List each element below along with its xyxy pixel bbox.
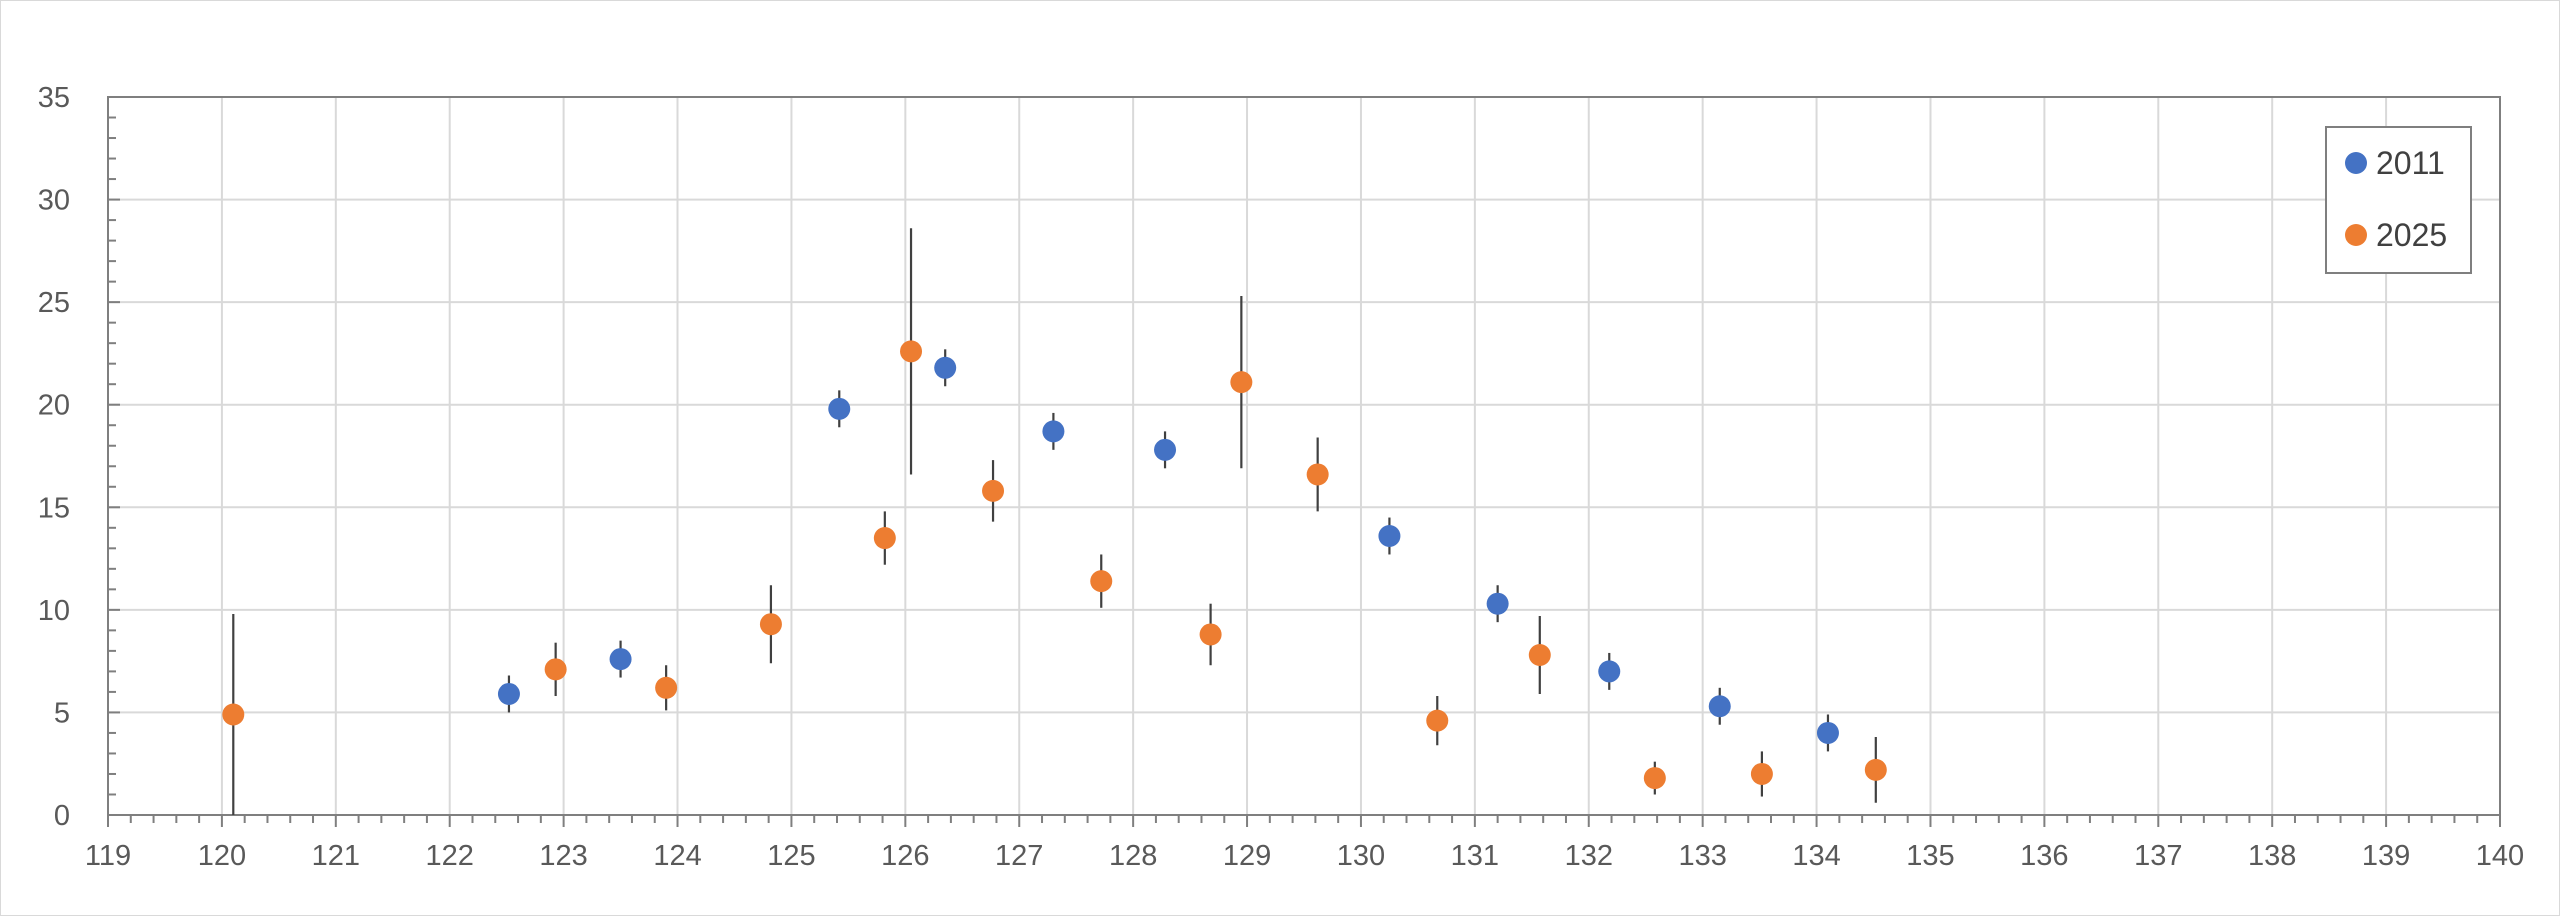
data-point: [1598, 660, 1621, 683]
data-point: [1042, 420, 1065, 443]
x-tick-label: 132: [1565, 840, 1613, 872]
y-tick-label: 0: [54, 800, 70, 832]
data-point: [1378, 525, 1401, 548]
data-point: [1528, 643, 1551, 666]
legend-marker: [2345, 224, 2367, 246]
x-tick-label: 122: [426, 840, 474, 872]
x-tick-label: 120: [198, 840, 246, 872]
legend-label: 2011: [2376, 145, 2445, 181]
x-tick-label: 140: [2476, 840, 2524, 872]
data-point: [1708, 695, 1731, 718]
data-point: [828, 397, 851, 420]
x-tick-label: 127: [995, 840, 1043, 872]
y-tick-label: 20: [38, 390, 70, 422]
x-tick-label: 136: [2020, 840, 2068, 872]
data-point: [609, 648, 632, 671]
y-tick-label: 25: [38, 287, 70, 319]
legend-marker: [2345, 152, 2367, 174]
data-point: [1816, 721, 1839, 744]
x-tick-label: 119: [85, 840, 131, 872]
data-point: [544, 658, 567, 681]
data-point: [1090, 570, 1113, 593]
x-tick-label: 135: [1906, 840, 1954, 872]
x-tick-label: 139: [2362, 840, 2410, 872]
data-point: [759, 613, 782, 636]
data-point: [1864, 758, 1887, 781]
data-point: [1750, 762, 1773, 785]
x-tick-label: 126: [881, 840, 929, 872]
data-point: [1154, 438, 1177, 461]
data-point: [1426, 709, 1449, 732]
plot-area-border: [107, 96, 2501, 816]
x-tick-label: 137: [2134, 840, 2182, 872]
series-2011: [507, 349, 1830, 752]
x-tick-label: 124: [653, 840, 701, 872]
x-tick-label: 123: [539, 840, 587, 872]
y-tick-label: 10: [38, 595, 70, 627]
minor-ticks: [107, 96, 2501, 827]
data-point: [222, 703, 245, 726]
data-point: [982, 479, 1005, 502]
x-tick-label: 129: [1223, 840, 1271, 872]
legend: 2011 2025: [2325, 126, 2472, 274]
data-point: [497, 682, 520, 705]
data-point: [873, 527, 896, 550]
data-point: [1230, 371, 1253, 394]
series-2025-markers: [222, 340, 1887, 790]
data-point: [1199, 623, 1222, 646]
y-tick-label: 35: [38, 82, 70, 114]
data-point: [1306, 463, 1329, 486]
x-tick-label: 121: [312, 840, 360, 872]
x-tick-label: 134: [1792, 840, 1840, 872]
x-tick-label: 128: [1109, 840, 1157, 872]
y-tick-label: 30: [38, 185, 70, 217]
x-tick-label: 125: [767, 840, 815, 872]
data-point: [934, 356, 957, 379]
x-tick-label: 133: [1678, 840, 1726, 872]
series-2011-markers: [497, 356, 1839, 744]
x-tick-label: 130: [1337, 840, 1385, 872]
data-point: [1486, 592, 1509, 615]
series-2025: [232, 228, 1877, 815]
data-point: [1643, 767, 1666, 790]
x-tick-label: 138: [2248, 840, 2296, 872]
y-tick-label: 5: [54, 697, 70, 729]
y-tick-label: 15: [38, 492, 70, 524]
data-point: [900, 340, 923, 363]
x-tick-label: 131: [1451, 840, 1499, 872]
legend-box: [2325, 126, 2472, 274]
data-point: [655, 676, 678, 699]
gridlines: [107, 96, 2501, 816]
legend-label: 2025: [2376, 217, 2447, 253]
